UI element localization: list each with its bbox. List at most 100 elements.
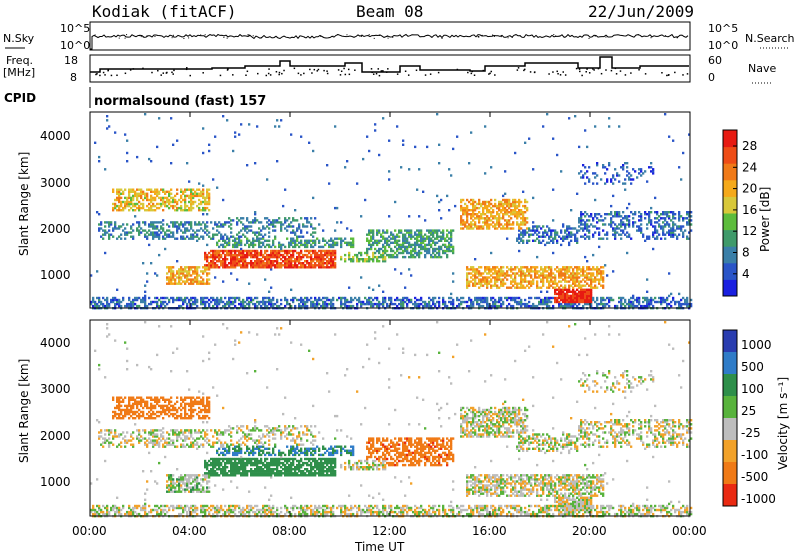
power-cell — [582, 300, 585, 304]
power-cell — [108, 221, 111, 224]
power-cell — [378, 302, 381, 306]
power-cell — [474, 258, 477, 261]
power-cell — [664, 300, 667, 304]
velocity-cell — [112, 396, 115, 399]
power-cell — [196, 266, 199, 269]
power-cell — [494, 284, 497, 287]
power-cell — [574, 235, 577, 238]
power-cell — [184, 223, 187, 226]
power-cell — [180, 194, 183, 198]
power-cell — [160, 196, 163, 200]
power-cell — [378, 255, 381, 259]
power-cell — [476, 272, 479, 275]
power-cell — [276, 266, 279, 269]
power-cell — [612, 221, 615, 224]
power-cell — [230, 258, 233, 261]
power-cell — [344, 302, 347, 306]
power-cell — [192, 272, 195, 275]
power-cell — [214, 302, 217, 306]
power-cell — [526, 302, 529, 306]
power-cell — [340, 239, 343, 242]
power-cell — [678, 219, 681, 222]
power-cell — [242, 249, 245, 253]
power-cell — [286, 237, 289, 240]
power-cell — [510, 282, 513, 285]
power-cell — [478, 302, 481, 306]
power-cell — [554, 286, 557, 289]
power-cell — [116, 300, 119, 304]
power-cell — [524, 204, 527, 208]
power-cell — [260, 229, 263, 232]
power-cell — [572, 290, 575, 293]
velocity-cell — [112, 398, 115, 401]
power-cell — [386, 304, 389, 308]
power-cell — [228, 304, 231, 308]
power-cell — [228, 296, 231, 300]
power-cell — [152, 231, 155, 234]
power-cell — [568, 296, 571, 300]
power-cell — [568, 280, 571, 283]
power-cell — [214, 258, 217, 261]
power-cell — [676, 300, 679, 304]
power-cell — [244, 249, 247, 253]
power-cell — [194, 270, 197, 273]
power-cell — [574, 280, 577, 283]
power-cell — [492, 217, 495, 220]
power-cell — [288, 249, 291, 253]
power-cell — [152, 235, 155, 238]
power-cell — [182, 270, 185, 273]
power-cell — [586, 170, 589, 173]
power-cell — [310, 300, 313, 304]
power-cell — [450, 302, 453, 306]
power-cell — [210, 253, 213, 257]
power-cell — [302, 302, 305, 306]
power-cell — [314, 302, 317, 306]
power-cell — [524, 266, 527, 269]
power-cell — [328, 249, 331, 253]
power-cell — [154, 233, 157, 236]
power-cell — [320, 266, 323, 269]
power-cell — [476, 282, 479, 285]
power-cell — [494, 302, 497, 306]
power-cell — [140, 227, 143, 230]
power-cell — [378, 284, 381, 287]
power-cell — [298, 251, 301, 255]
power-cell — [476, 202, 479, 206]
power-cell — [152, 237, 155, 240]
power-cell — [592, 172, 595, 175]
power-cell — [330, 237, 333, 240]
power-cell — [402, 300, 405, 304]
power-cell — [180, 272, 183, 275]
velocity-cell — [114, 506, 117, 510]
power-cell — [526, 270, 529, 273]
power-cell — [432, 247, 435, 251]
power-cell — [604, 213, 607, 216]
power-cell — [576, 272, 579, 275]
power-cell — [644, 213, 647, 216]
power-cell — [234, 251, 237, 255]
power-cell — [600, 298, 603, 302]
power-cell — [316, 264, 319, 267]
power-cell — [576, 237, 579, 240]
power-cell — [326, 251, 329, 255]
power-cell — [128, 204, 131, 208]
power-cell — [514, 282, 517, 285]
power-cell — [638, 298, 641, 302]
power-cell — [526, 206, 529, 210]
noise-search-dot — [346, 34, 348, 36]
power-cell — [216, 298, 219, 302]
power-cell — [148, 198, 151, 202]
power-cell — [546, 278, 549, 281]
power-cell — [432, 298, 435, 302]
power-cell — [598, 233, 601, 236]
power-cell — [368, 296, 371, 300]
power-cell — [340, 296, 343, 300]
power-cell — [202, 280, 205, 283]
power-cell — [646, 223, 649, 226]
power-cell — [264, 239, 267, 242]
velocity-cell — [98, 508, 101, 512]
power-cell — [188, 274, 191, 277]
power-cell — [152, 202, 155, 206]
power-cell — [414, 249, 417, 253]
power-cell — [238, 260, 241, 263]
